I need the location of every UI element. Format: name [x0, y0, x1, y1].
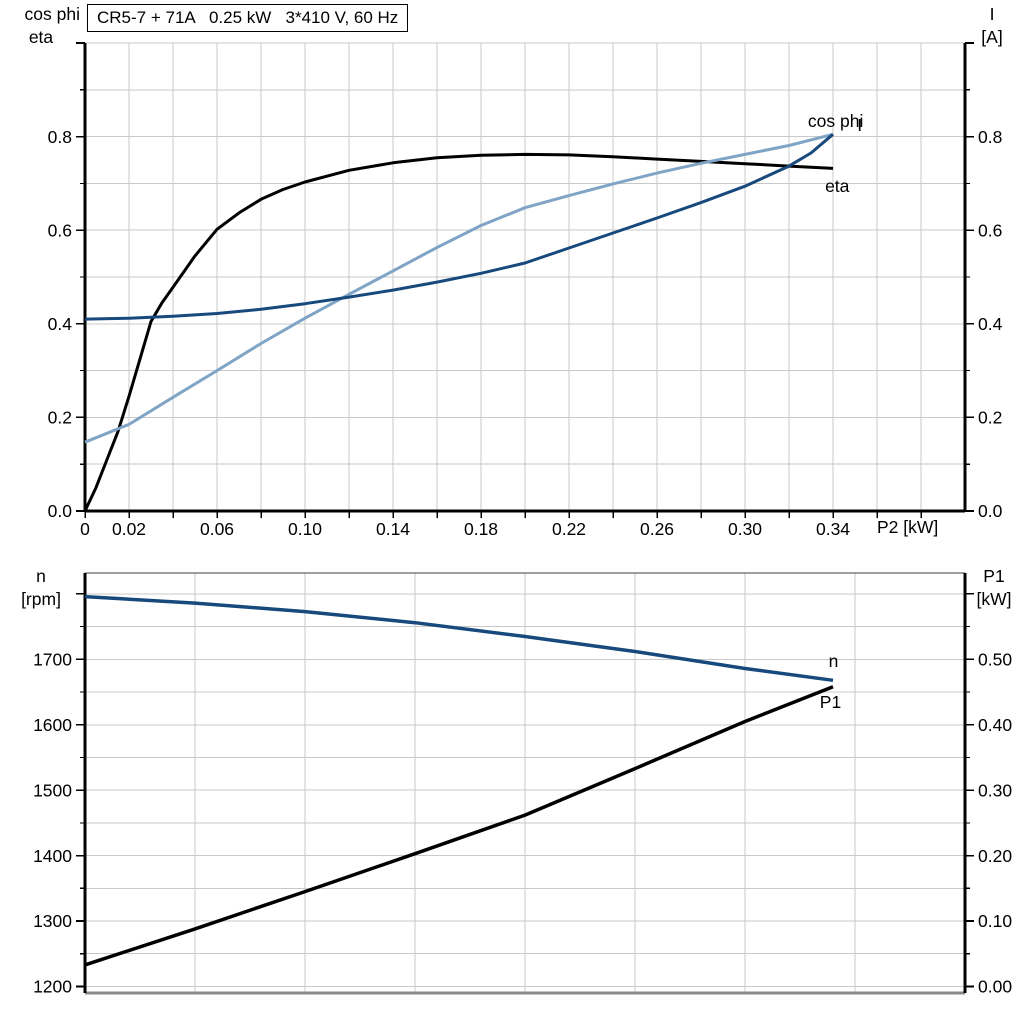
- x-tick-label: 0.14: [376, 519, 410, 539]
- bottom-right-axis-header: P1 [kW]: [965, 565, 1023, 611]
- x-axis-title: P2 [kW]: [877, 517, 939, 537]
- left-tick-label: 1500: [33, 780, 72, 800]
- x-tick-label: 0.26: [640, 519, 674, 539]
- left-tick-label: 0.0: [48, 501, 73, 521]
- axis-label-speed-unit: [rpm]: [21, 589, 61, 609]
- axis-label-cos-phi: cos phi: [24, 4, 80, 24]
- right-tick-label: 0.0: [978, 501, 1003, 521]
- left-tick-label: 1400: [33, 846, 72, 866]
- right-tick-label: 0.6: [978, 220, 1002, 240]
- series-line-P1: [84, 685, 834, 967]
- left-tick-label: 0.8: [48, 127, 72, 147]
- series-line-cos-phi: [84, 132, 834, 444]
- series-line-n: [84, 594, 834, 683]
- series-line-eta: [83, 152, 834, 512]
- x-tick-label: 0.34: [816, 519, 850, 539]
- left-tick-label: 1700: [33, 650, 72, 670]
- curve-label-n: n: [829, 651, 839, 671]
- x-tick-label: 0.18: [464, 519, 498, 539]
- x-tick-label: 0: [80, 519, 90, 539]
- axis-label-p1-unit: [kW]: [976, 589, 1012, 609]
- right-tick-label: 0.20: [978, 846, 1012, 866]
- left-tick-label: 1600: [33, 715, 72, 735]
- left-tick-label: 1200: [33, 977, 72, 997]
- axis-label-current: I: [989, 4, 995, 24]
- curve-label-I: I: [857, 115, 862, 135]
- axis-label-current-unit: [A]: [981, 27, 1003, 47]
- x-tick-label: 0.22: [552, 519, 586, 539]
- left-tick-label: 0.4: [48, 314, 73, 334]
- right-tick-label: 0.8: [978, 127, 1002, 147]
- x-tick-label: 0.06: [200, 519, 234, 539]
- axis-label-eta: eta: [28, 27, 54, 47]
- chart-title-box: CR5-7 + 71A 0.25 kW 3*410 V, 60 Hz: [87, 4, 409, 32]
- top-left-axis-header: cos phi eta: [2, 3, 80, 49]
- bottom-left-axis-header: n [rpm]: [2, 565, 80, 611]
- right-tick-label: 0.2: [978, 408, 1002, 428]
- left-tick-label: 0.2: [48, 408, 72, 428]
- right-tick-label: 0.10: [978, 911, 1012, 931]
- right-tick-label: 0.00: [978, 977, 1012, 997]
- left-tick-label: 1300: [33, 911, 72, 931]
- curve-label-eta: eta: [825, 176, 850, 196]
- series-line-I: [84, 133, 834, 321]
- x-tick-label: 0.30: [728, 519, 762, 539]
- left-tick-label: 0.6: [48, 220, 72, 240]
- right-tick-label: 0.30: [978, 780, 1012, 800]
- right-tick-label: 0.4: [978, 314, 1003, 334]
- right-tick-label: 0.50: [978, 650, 1012, 670]
- chart-title: CR5-7 + 71A 0.25 kW 3*410 V, 60 Hz: [97, 8, 399, 27]
- right-tick-label: 0.40: [978, 715, 1012, 735]
- curve-label-cos-phi: cos phi: [808, 111, 863, 131]
- x-tick-label: 0.02: [112, 519, 146, 539]
- curve-label-P1: P1: [820, 692, 841, 712]
- axis-label-speed: n: [36, 566, 46, 586]
- axis-label-p1: P1: [983, 566, 1005, 586]
- x-tick-label: 0.10: [288, 519, 322, 539]
- top-right-axis-header: I [A]: [963, 3, 1021, 49]
